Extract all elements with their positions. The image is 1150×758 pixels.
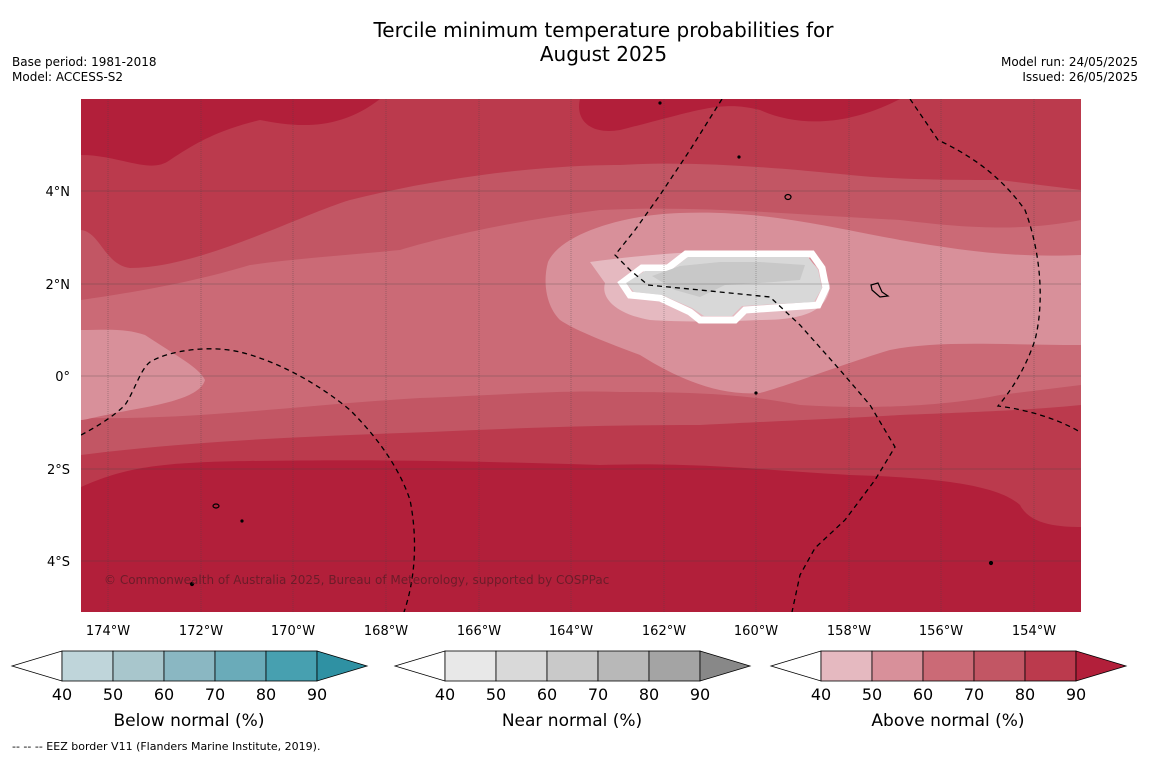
zone-above-90-south [81,460,1081,612]
lon-label: 164°W [549,624,593,639]
zone-near-60 [652,262,805,297]
colorbar-below-extend-low [10,650,63,682]
colorbar-above-tick: 40 [811,685,831,704]
lon-labels: 174°W 172°W 170°W 168°W 166°W 164°W 162°… [86,624,1056,639]
colorbar-below-tick: 60 [154,685,174,704]
lon-label: 156°W [919,624,963,639]
colorbar-near-tick: 60 [537,685,557,704]
probability-map: © Commonwealth of Australia 2025, Bureau… [81,99,1081,612]
colorbar-below-bin [163,650,216,682]
colorbar-above-bin [973,650,1026,682]
lon-label: 162°W [642,624,686,639]
colorbar-above-tick: 80 [1015,685,1035,704]
island-dot-1 [737,155,741,159]
island-dot-2 [754,391,758,395]
lon-label: 168°W [364,624,408,639]
colorbar-above-tick: 60 [913,685,933,704]
lat-labels: 4°N 2°N 0° 2°S 4°S [46,185,71,570]
lon-label: 158°W [827,624,871,639]
colorbar-below-extend-high [316,650,369,682]
colorbar-near-extend-low [393,650,446,682]
lon-label: 172°W [179,624,223,639]
colorbar-near-bin [444,650,497,682]
lat-label: 2°S [47,463,70,478]
lat-label: 4°N [46,185,71,200]
island-kiritimati [870,282,890,298]
colorbar-near-bin [648,650,701,682]
lon-label: 174°W [86,624,130,639]
issued-date: Issued: 26/05/2025 [1022,70,1138,84]
colorbar-below-bin [61,650,114,682]
title-line-1: Tercile minimum temperature probabilitie… [373,18,834,42]
map-gridlines [81,99,1081,612]
colorbar-below-title: Below normal (%) [114,711,265,731]
colorbar-near-bin [495,650,548,682]
eez-footer-note: -- -- -- EEZ border V11 (Flanders Marine… [12,740,321,753]
colorbar-near-tick: 70 [588,685,608,704]
colorbar-below-bin [265,650,318,682]
island-jarvis-outline [784,193,792,201]
colorbar-below: 40 50 60 70 80 90 Below normal (%) [10,650,369,731]
colorbar-above-bin [922,650,975,682]
colorbar-near-title: Near normal (%) [502,711,642,731]
colorbar-below-tick: 70 [205,685,225,704]
island-dot-5 [240,519,244,523]
colorbar-above-bin [871,650,924,682]
colorbar-above-tick: 90 [1066,685,1086,704]
colorbar-above-extend-high [1075,650,1128,682]
colorbar-above-extend-low [769,650,822,682]
colorbar-above: 40 50 60 70 80 90 Above normal (%) [769,650,1128,731]
colorbar-near-bin [597,650,650,682]
lon-label: 154°W [1012,624,1056,639]
colorbar-near-bin [546,650,599,682]
colorbar-above-tick: 50 [862,685,882,704]
lat-label: 4°S [47,555,70,570]
colorbar-below-bin [112,650,165,682]
lon-label: 160°W [734,624,778,639]
lat-label: 0° [55,370,70,385]
colorbar-near-tick: 50 [486,685,506,704]
base-period: Base period: 1981-2018 [12,55,157,69]
model-run: Model run: 24/05/2025 [1000,55,1138,69]
islands [189,101,994,587]
colorbar-near-tick: 40 [435,685,455,704]
meta-right: Model run: 24/05/2025 Issued: 26/05/2025 [1001,55,1138,85]
island-south-1 [212,503,220,509]
colorbar-below-tick: 80 [256,685,276,704]
lat-label: 2°N [46,278,71,293]
colorbar-above-bin [1024,650,1077,682]
colorbar-below-bin [214,650,267,682]
copyright-text: © Commonwealth of Australia 2025, Bureau… [104,573,609,587]
meta-left: Base period: 1981-2018 Model: ACCESS-S2 [12,55,157,85]
chart-title: Tercile minimum temperature probabilitie… [0,18,1150,66]
colorbar-below-tick: 90 [307,685,327,704]
island-dot-6 [658,101,662,105]
colorbar-near: 40 50 60 70 80 90 Near normal (%) [393,650,752,731]
near-normal-outline [617,250,830,324]
model-name: Model: ACCESS-S2 [12,70,124,84]
colorbar-above-tick: 70 [964,685,984,704]
lon-label: 170°W [271,624,315,639]
lon-label: 166°W [457,624,501,639]
colorbar-above-bin [820,650,873,682]
colorbar-below-tick: 50 [103,685,123,704]
island-dot-3 [189,581,195,587]
eez-borders [81,99,1081,612]
colorbar-below-tick: 40 [52,685,72,704]
zone-above-50-west [81,329,205,420]
title-line-2: August 2025 [539,42,668,66]
colorbar-above-title: Above normal (%) [871,711,1024,731]
colorbar-near-extend-high [699,650,752,682]
island-dot-4 [988,560,994,566]
colorbar-near-tick: 80 [639,685,659,704]
colorbar-near-tick: 90 [690,685,710,704]
